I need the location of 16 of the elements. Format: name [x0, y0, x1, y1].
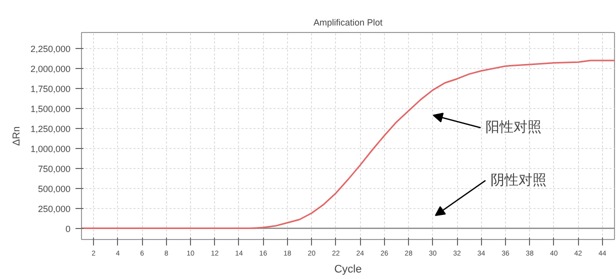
y-tick-label: 1,750,000: [30, 84, 71, 94]
line-series: [82, 60, 614, 230]
y-tick-label: 500,000: [38, 184, 71, 194]
y-tick-label: 0: [65, 224, 71, 234]
y-tick-label: 250,000: [38, 204, 71, 214]
annotation: 阳性对照: [486, 120, 542, 136]
y-tick-label: 1,500,000: [30, 104, 71, 114]
annotation: 阴性对照: [490, 172, 546, 189]
chart-title: Amplification Plot: [313, 18, 384, 28]
y-tick-label: 1,250,000: [30, 124, 71, 134]
x-axis-title: Cycle: [334, 264, 362, 276]
y-tick-label: 2,250,000: [30, 44, 71, 54]
y-tick-label: 750,000: [38, 164, 71, 174]
y-tick-label: 2,000,000: [30, 64, 71, 74]
y-tick-label: 1,000,000: [30, 144, 71, 154]
y-axis-title: ΔRn: [11, 126, 22, 146]
